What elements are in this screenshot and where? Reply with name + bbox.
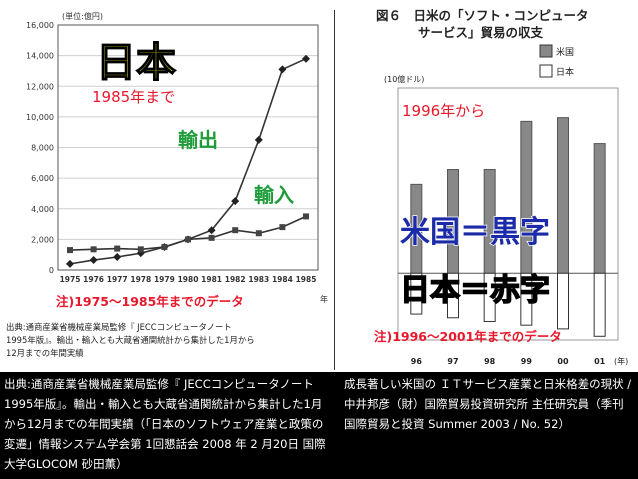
us-japan-note: 注)1996〜2001年までのデータ (374, 329, 562, 344)
import-point (279, 224, 286, 231)
jp-bar (593, 272, 606, 337)
import-point (303, 213, 309, 220)
us-bar (520, 120, 533, 274)
import-point (185, 236, 191, 243)
y-tick-label: 2,000 (31, 235, 54, 244)
export-point (207, 226, 216, 235)
source-line: 出典:通商産業省機械産業局監修『 JECCコンピュータノート (6, 322, 232, 332)
export-point (66, 259, 74, 268)
us-japan-chart-panel: 図６ 日米の「ソフト・コンピュータ サービス」貿易の収支 米国日本 (10億ドル) 96… (340, 0, 638, 372)
x-tick-label: 1982 (225, 275, 246, 284)
x-tick-label: 1978 (130, 275, 151, 284)
jp-bar (557, 272, 569, 330)
japan-note: 注)1975〜1985年までのデータ (56, 294, 244, 309)
caption-right: 成長著しい米国の ＩＴサービス産業と日米格差の現状 / 中井邦彦（財）国際貿易投… (344, 377, 632, 431)
jp-bar (410, 272, 423, 315)
japan-title: 日本 (96, 40, 176, 86)
source-line: 1995年版』。輸出・輸入とも大蔵省通関統計から集計した1月から (6, 335, 255, 345)
x-tick-label: 97 (447, 357, 458, 366)
export-label: 輸出 (178, 128, 218, 152)
japan-software-trade-chart: 0 2,000 4,000 6,000 8,000 10,000 12,000 14,000 1… (6, 11, 328, 358)
export-point (302, 54, 310, 63)
export-point (278, 65, 287, 74)
x-tick-label: 01 (594, 357, 606, 366)
x-tick-label: 1984 (272, 275, 293, 284)
legend-us-swatch (539, 44, 553, 58)
export-point (254, 135, 263, 144)
source-line: 12月までの年間実績 (6, 348, 84, 358)
caption-left: 出典:通商産業省機械産業局監修『 JECCコンピュータノート1995年版』。輸出… (4, 377, 326, 471)
x-tick-label: 1979 (154, 275, 175, 284)
series-line-import (69, 215, 307, 251)
y-tick-label: 4,000 (31, 205, 54, 214)
y-tick-label: 6,000 (31, 174, 54, 183)
import-point (255, 230, 262, 237)
x-axis-suffix: 年 (320, 294, 328, 304)
export-point (231, 197, 240, 206)
x-tick-label: 00 (557, 357, 569, 366)
import-point (114, 245, 121, 252)
x-tick-label: 1977 (107, 275, 128, 284)
import-point (137, 246, 144, 253)
y-tick-label: 10,000 (26, 113, 54, 122)
japan-chart-panel: 0 2,000 4,000 6,000 8,000 10,000 12,000 14,000 1… (0, 0, 330, 372)
export-point (113, 252, 122, 261)
unit-label: (単位:億円) (62, 11, 103, 21)
until-1985-label: 1985年まで (92, 88, 175, 106)
import-point (208, 234, 215, 241)
y-tick-label: 12,000 (26, 82, 54, 91)
plot-frame (397, 87, 619, 341)
y-tick-label: 8,000 (31, 144, 54, 153)
legend-jp-swatch (539, 64, 553, 78)
jp-bar (483, 272, 496, 322)
import-label: 輸入 (254, 183, 294, 207)
y-tick-label: 0 (49, 266, 54, 275)
plot-frame (57, 24, 319, 271)
us-bar (593, 143, 606, 274)
divider-line (334, 10, 335, 370)
x-tick-label: 99 (521, 357, 533, 366)
x-tick-label: 1976 (83, 275, 104, 284)
japan-deficit-claim: 日本＝赤字 (400, 273, 550, 308)
jp-bar (520, 272, 533, 326)
us-bar (557, 117, 569, 274)
x-tick-label: 1983 (248, 275, 269, 284)
x-tick-label: 1981 (201, 275, 222, 284)
import-point (67, 247, 73, 254)
unit-label: (10億ドル) (384, 74, 424, 84)
import-point (90, 246, 97, 253)
legend-jp-label: 日本 (556, 66, 574, 78)
y-tick-label: 16,000 (26, 21, 54, 30)
panel-divider (330, 0, 340, 372)
x-tick-label: 98 (484, 357, 496, 366)
y-tick-label: 14,000 (26, 52, 54, 61)
us-surplus-claim: 米国＝黒字 (400, 215, 550, 250)
since-1996-label: 1996年から (402, 102, 485, 120)
legend-us-label: 米国 (556, 46, 574, 58)
x-tick-label: 1975 (60, 275, 81, 284)
export-point (89, 256, 98, 265)
import-point (232, 227, 239, 234)
figure-subtitle: サービス」貿易の収支 (418, 25, 544, 40)
jp-bar (447, 272, 459, 319)
import-point (161, 244, 168, 251)
x-tick-label: 1980 (178, 275, 199, 284)
x-tick-label: 96 (411, 357, 423, 366)
x-tick-label: 1985 (296, 275, 317, 284)
x-axis-suffix: (年) (614, 356, 628, 366)
figure-title: 図６ 日米の「ソフト・コンピュータ (376, 8, 589, 23)
